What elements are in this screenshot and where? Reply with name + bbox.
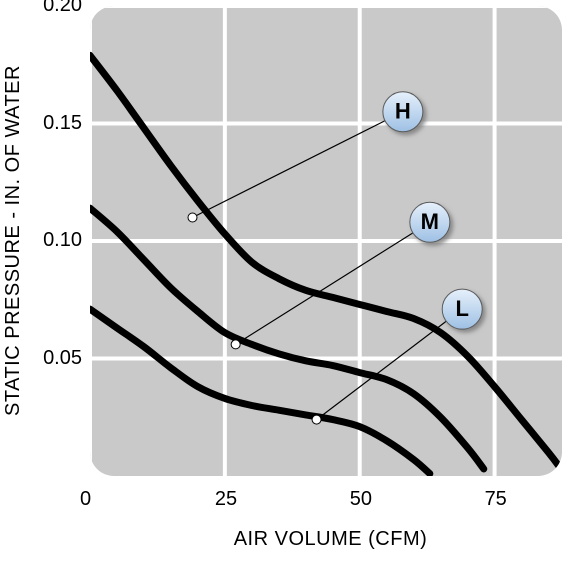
x-tick-label: 75 [485, 488, 507, 511]
y-axis-label-text: STATIC PRESSURE - IN. OF WATER [2, 65, 25, 416]
x-axis-label-text: AIR VOLUME (CFM) [234, 528, 428, 550]
badge-label-h: H [395, 99, 411, 124]
plot-area: H M L [90, 6, 562, 476]
fan-curve-chart: { "chart": { "type": "line", "xlabel": "… [0, 0, 571, 566]
badge-label-l: L [455, 296, 468, 321]
badge-h: H [383, 92, 423, 132]
y-tick-label: 0.15 [43, 112, 82, 135]
x-axis-label: AIR VOLUME (CFM) [90, 528, 571, 551]
x-tick-label: 25 [215, 488, 237, 511]
x-tick-label: 0 [80, 488, 91, 511]
y-axis-label: STATIC PRESSURE - IN. OF WATER [0, 0, 26, 480]
badge-label-m: M [421, 209, 439, 234]
anchor-marker-l [312, 415, 321, 424]
badge-m: M [410, 202, 450, 242]
y-tick-label: 0.05 [43, 347, 82, 370]
badge-l: L [442, 289, 482, 329]
x-tick-label: 50 [350, 488, 372, 511]
anchor-marker-h [188, 213, 197, 222]
y-tick-label: 0.20 [43, 0, 82, 17]
y-tick-label: 0.10 [43, 229, 82, 252]
anchor-marker-m [231, 340, 240, 349]
chart-svg: H M L [0, 0, 571, 566]
